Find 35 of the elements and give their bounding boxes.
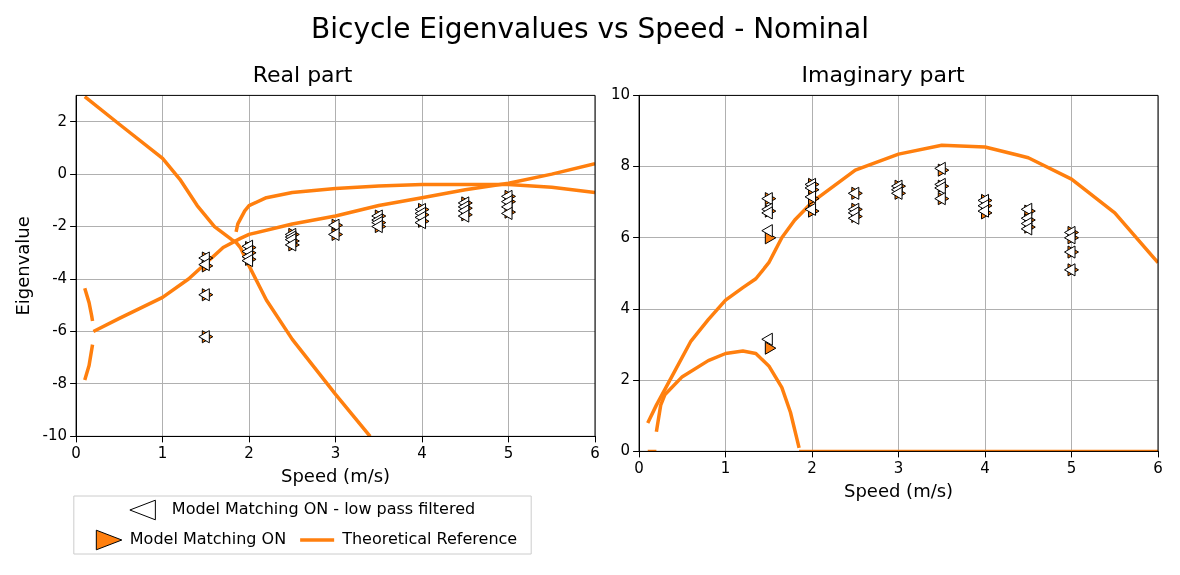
x-tick-label: 3	[330, 444, 341, 463]
x-tick-label: 4	[980, 459, 990, 478]
x-tick-label: 1	[157, 444, 168, 463]
y-tick-label: 0	[57, 163, 68, 182]
x-tick-label: 0	[634, 459, 644, 478]
y-tick-label: -2	[52, 216, 68, 235]
y-tick-label: 2	[620, 370, 631, 389]
chart-title: Bicycle Eigenvalues vs Speed - Nominal	[310, 12, 870, 45]
x-tick-label: 4	[417, 444, 427, 463]
chart-subtitle: Imaginary part	[801, 61, 965, 87]
x-tick-label: 2	[244, 444, 254, 463]
x-tick-label: 5	[503, 444, 514, 463]
x-tick-label: 1	[720, 459, 731, 478]
x-axis-title: Speed (m/s)	[280, 464, 391, 486]
y-tick-label: 8	[620, 156, 631, 175]
x-tick-label: 0	[71, 444, 81, 463]
y-tick-label: -10	[42, 426, 68, 445]
y-tick-label: 6	[620, 227, 631, 246]
x-tick-label: 2	[807, 459, 817, 478]
x-tick-label: 5	[1066, 459, 1077, 478]
x-tick-label: 6	[590, 444, 600, 463]
y-tick-label: -8	[52, 373, 68, 392]
x-tick-label: 3	[893, 459, 904, 478]
x-tick-label: 6	[1153, 459, 1163, 478]
y-tick-label: 10	[610, 85, 631, 104]
y-tick-label: -6	[52, 321, 68, 340]
legend-label: Model Matching ON	[129, 529, 287, 549]
x-axis-title: Speed (m/s)	[843, 479, 954, 501]
y-tick-label: -4	[52, 268, 68, 287]
y-tick-label: 2	[57, 111, 68, 130]
y-tick-label: 4	[620, 298, 631, 317]
chart-subtitle: Real part	[252, 61, 353, 87]
y-axis-title: Eigenvalue	[12, 216, 34, 316]
legend-label: Theoretical Reference	[341, 529, 518, 549]
legend-label: Model Matching ON - low pass filtered	[171, 499, 476, 519]
